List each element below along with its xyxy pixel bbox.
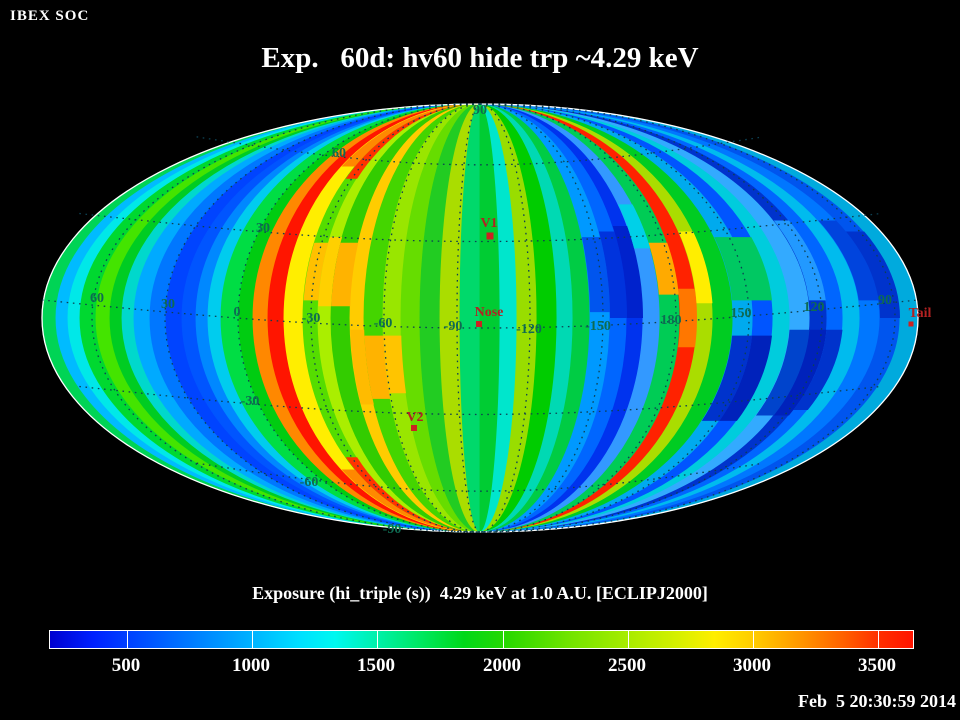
- lon-label-60: 60: [90, 291, 104, 306]
- exposure-patch: [341, 469, 461, 531]
- colorbar-tick-2500: 2500: [608, 655, 646, 676]
- lon-label--30: -30: [302, 311, 321, 326]
- colorbar-tick-3500: 3500: [858, 655, 896, 676]
- lon-label-150: 150: [731, 306, 752, 321]
- exposure-patch: [773, 329, 827, 416]
- colorbar-tick-2000: 2000: [483, 655, 521, 676]
- exposure-patch: [345, 105, 462, 179]
- exposure-override-patches: [303, 105, 900, 531]
- lon-label--120: -120: [516, 322, 542, 337]
- marker-label-v1: V1: [480, 216, 497, 231]
- colorbar-tick-labels: 500 1000 1500 2000 2500 3000 3500: [0, 655, 960, 679]
- exposure-patch: [345, 457, 462, 531]
- exposure-patch: [383, 335, 406, 394]
- colorbar-caption: Exposure (hi_triple (s)) 4.29 keV at 1.0…: [252, 583, 708, 603]
- exposure-patch: [793, 329, 843, 410]
- lon-label--150: -150: [585, 319, 611, 334]
- marker-label-v2: V2: [406, 410, 423, 425]
- timestamp: Feb 5 20:30:59 2014: [798, 691, 956, 711]
- app-logo: IBEX SOC: [10, 8, 90, 24]
- direction-markers: V1 V2 Nose Tail: [406, 216, 932, 431]
- grid-labels: 60 30 0 -30 -60 -90 -120 -150 180 150 120 90 90 60 30 -…: [90, 103, 892, 537]
- exposure-patch: [618, 204, 651, 249]
- exposure-patch: [318, 237, 343, 307]
- exposure-patch: [648, 242, 679, 295]
- lat-label--60: -60: [300, 475, 319, 490]
- exposure-patch: [341, 105, 461, 167]
- lat-label-60: 60: [332, 146, 346, 161]
- exposure-patch: [773, 220, 826, 301]
- exposure-patch: [303, 242, 329, 301]
- meridian-line: [456, 103, 481, 533]
- lon-label-0: 0: [234, 305, 241, 320]
- colorbar-tick-1000: 1000: [232, 655, 270, 676]
- marker-label-nose: Nose: [475, 305, 504, 320]
- exposure-patch: [678, 231, 713, 304]
- lon-label-30: 30: [161, 297, 175, 312]
- exposure-patch: [678, 288, 697, 348]
- colorbar-gradient: [49, 630, 914, 649]
- marker-label-tail: Tail: [909, 306, 932, 321]
- colorbar-separator: [252, 631, 253, 648]
- exposure-patch: [364, 335, 391, 399]
- colorbar-separator: [503, 631, 504, 648]
- exposure-patch: [612, 226, 643, 318]
- exposure-patch: [714, 237, 772, 301]
- marker-dot-v2: [411, 425, 417, 431]
- exposure-patch: [331, 242, 359, 307]
- lon-label--60: -60: [374, 316, 393, 331]
- exposure-patch: [581, 237, 610, 313]
- colorbar-tick-3000: 3000: [733, 655, 771, 676]
- marker-dot-tail: [908, 321, 914, 327]
- exposure-patch: [719, 335, 772, 421]
- meridian-line: [479, 103, 823, 533]
- marker-dot-v1: [486, 232, 494, 240]
- meridian-line: [91, 103, 481, 533]
- colorbar-separator: [878, 631, 879, 648]
- lat-label-90: 90: [473, 103, 487, 118]
- graticule: [41, 103, 919, 533]
- lon-label-90: 90: [878, 293, 892, 308]
- plot-title: Exp. 60d: hv60 hide trp ~4.29 keV: [261, 42, 699, 74]
- exposure-patch: [845, 231, 900, 318]
- lon-label-180: 180: [661, 313, 682, 328]
- colorbar-tick-500: 500: [111, 655, 141, 676]
- exposure-patch: [598, 231, 627, 318]
- exposure-patch: [818, 220, 879, 301]
- marker-dot-nose: [476, 321, 482, 327]
- lon-label--90: -90: [444, 319, 463, 334]
- colorbar-separator: [753, 631, 754, 648]
- colorbar-separator: [628, 631, 629, 648]
- lon-label-120: 120: [804, 300, 825, 315]
- colorbar-separator: [377, 631, 378, 648]
- exposure-patch: [756, 329, 810, 416]
- colorbar-tick-1500: 1500: [357, 655, 395, 676]
- exposure-stripe: [459, 103, 481, 533]
- lat-label--30: -30: [241, 394, 260, 409]
- lat-label--90: -90: [383, 522, 402, 537]
- lat-label-30: 30: [256, 221, 270, 236]
- meridian-line: [479, 103, 896, 533]
- exposure-patch: [701, 335, 753, 421]
- exposure-patch: [350, 329, 374, 405]
- colorbar-separator: [127, 631, 128, 648]
